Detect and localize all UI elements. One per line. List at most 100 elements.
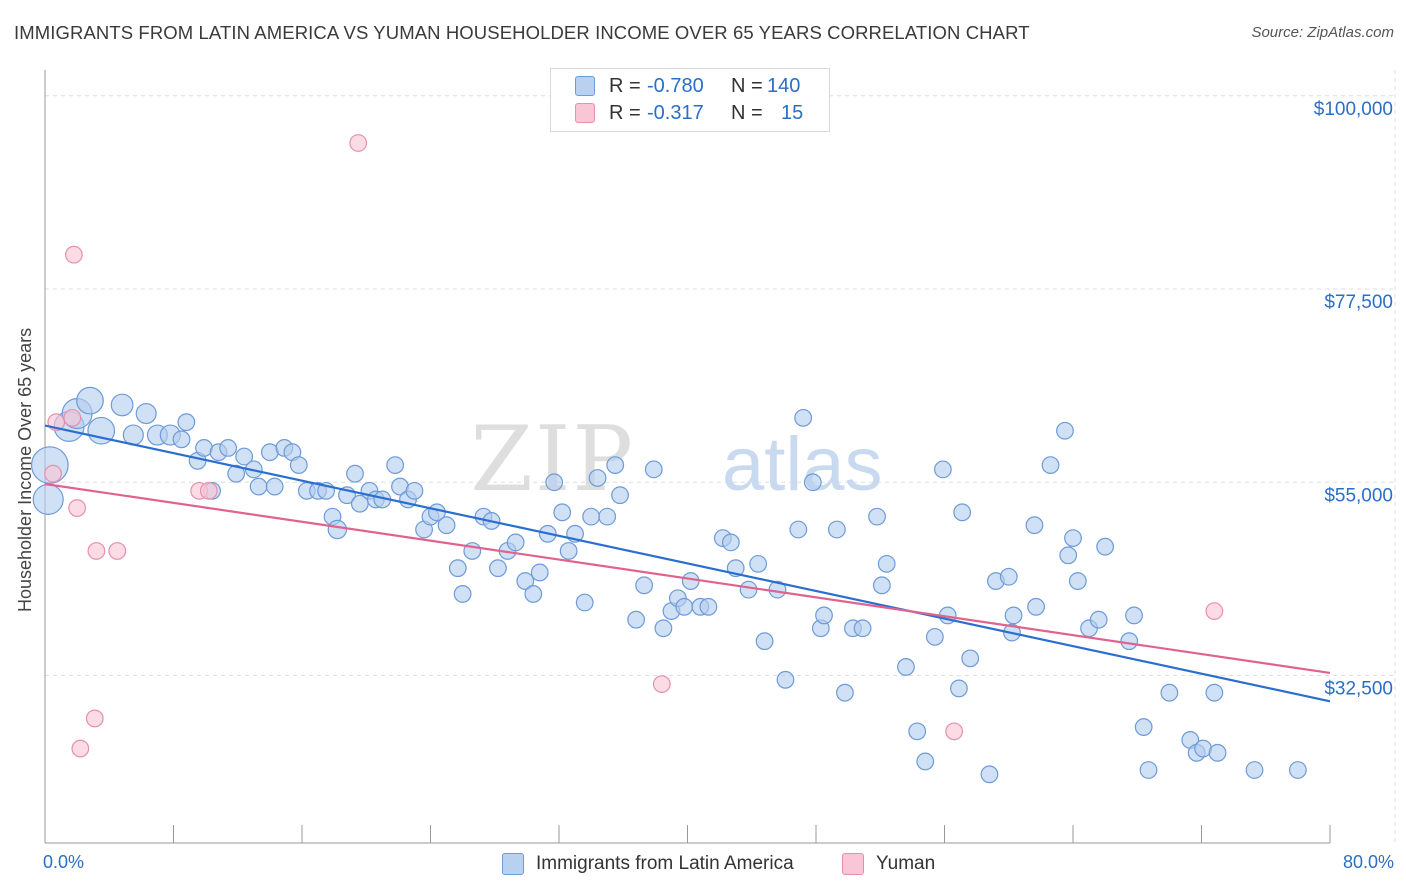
latin-america-point	[815, 606, 833, 625]
legend-r-label: R =	[609, 101, 641, 124]
latin-america-point	[172, 430, 191, 449]
latin-america-point	[32, 483, 64, 515]
latin-america-point	[681, 572, 700, 590]
watermark-atlas: atlas	[722, 422, 883, 507]
latin-america-point	[386, 456, 405, 474]
latin-america-point	[1288, 761, 1307, 779]
x-tick-label-min: 0.0%	[43, 852, 85, 872]
latin-america-point	[776, 670, 795, 689]
latin-america-point	[1096, 537, 1115, 556]
latin-america-point	[644, 460, 663, 479]
latin-america-point	[739, 580, 758, 599]
latin-america-point	[1205, 683, 1224, 702]
latin-america-point	[506, 533, 525, 552]
legend-n-value: 15	[781, 101, 804, 124]
latin-america-point	[1120, 632, 1139, 651]
latin-america-point	[598, 507, 617, 526]
latin-america-point	[1025, 516, 1044, 535]
bottom-legend-swatch-pink	[842, 853, 864, 875]
yuman-point	[44, 464, 62, 483]
latin-america-point	[76, 386, 104, 415]
latin-america-point	[1208, 743, 1227, 762]
points	[30, 134, 1307, 784]
latin-america-point	[908, 722, 927, 741]
latin-america-point	[135, 402, 157, 425]
latin-america-point	[235, 447, 254, 466]
latin-america-point	[489, 559, 507, 578]
legend-n-label: N =	[731, 101, 763, 124]
yuman-point	[87, 542, 106, 560]
chart-title: IMMIGRANTS FROM LATIN AMERICA VS YUMAN H…	[14, 22, 1030, 43]
latin-america-point	[1160, 683, 1179, 702]
latin-america-point	[1059, 546, 1078, 565]
latin-america-point	[803, 473, 822, 492]
trend-lines	[44, 424, 1331, 703]
latin-america-point	[877, 554, 896, 573]
yuman-point	[85, 709, 104, 728]
latin-america-point	[327, 519, 348, 540]
latin-america-point	[553, 503, 572, 522]
latin-america-point	[405, 481, 424, 500]
yuman-point	[199, 481, 218, 500]
legend-r-label: R =	[609, 74, 641, 97]
latin-america-point	[575, 593, 594, 612]
latin-america-point	[177, 413, 196, 432]
latin-america-point	[897, 658, 915, 676]
latin-america-point	[1245, 761, 1264, 779]
latin-america-point	[448, 559, 467, 578]
latin-america-point	[437, 516, 456, 535]
latin-america-point	[453, 585, 472, 603]
y-tick-labels: $32,500 $55,000 $77,500 $100,000	[1314, 99, 1393, 700]
legend-r-value: -0.317	[647, 101, 704, 124]
latin-america-point	[1125, 606, 1143, 625]
latin-america-point	[872, 576, 891, 595]
legend-swatch-pink	[575, 103, 595, 123]
latin-america-point	[999, 567, 1018, 586]
latin-america-point	[635, 576, 654, 595]
yuman-point	[945, 722, 964, 741]
latin-america-point	[606, 456, 625, 474]
latin-america-point	[950, 679, 968, 698]
legend-n-label: N =	[731, 74, 763, 97]
latin-america-point	[1134, 718, 1153, 736]
latin-america-point	[249, 477, 268, 496]
latin-america-point	[961, 649, 980, 668]
yuman-point	[349, 134, 368, 152]
watermark-zip: ZIP	[470, 407, 635, 512]
latin-america-point	[588, 469, 607, 487]
bottom-legend-label-latin-america: Immigrants from Latin America	[536, 853, 794, 874]
latin-america-point	[227, 464, 246, 483]
latin-america-point	[1056, 421, 1074, 440]
latin-america-point	[1041, 456, 1060, 474]
source-label: Source: ZipAtlas.com	[1251, 24, 1394, 41]
latin-america-point	[1027, 597, 1045, 616]
latin-america-point	[110, 393, 134, 417]
y-tick-label: $77,500	[1324, 292, 1393, 313]
latin-america-point	[1068, 572, 1087, 590]
latin-america-point	[675, 597, 694, 616]
latin-america-point	[516, 572, 535, 590]
y-tick-label: $32,500	[1324, 679, 1393, 700]
latin-america-point	[925, 627, 944, 646]
y-tick-label: $100,000	[1314, 99, 1393, 120]
legend-r-value: -0.780	[647, 74, 704, 97]
yuman-point	[71, 739, 90, 758]
bottom-legend-label-yuman: Yuman	[876, 853, 936, 874]
watermark: ZIP atlas	[470, 407, 882, 512]
legend-swatch-blue	[575, 76, 595, 96]
latin-america-point	[524, 585, 543, 603]
yuman-point	[65, 245, 83, 264]
latin-america-point	[654, 619, 673, 638]
latin-america-point	[219, 439, 238, 457]
latin-america-point	[699, 597, 718, 616]
yuman-trend-line	[44, 482, 1331, 675]
latin-america-point	[721, 533, 740, 552]
latin-america-point	[582, 507, 601, 526]
latin-america-point	[611, 486, 629, 505]
latin-america-point	[530, 563, 549, 582]
yuman-point	[63, 408, 82, 427]
latin-america-point	[755, 632, 774, 651]
latin-america-point	[980, 765, 999, 784]
latin-america-point	[953, 503, 972, 522]
